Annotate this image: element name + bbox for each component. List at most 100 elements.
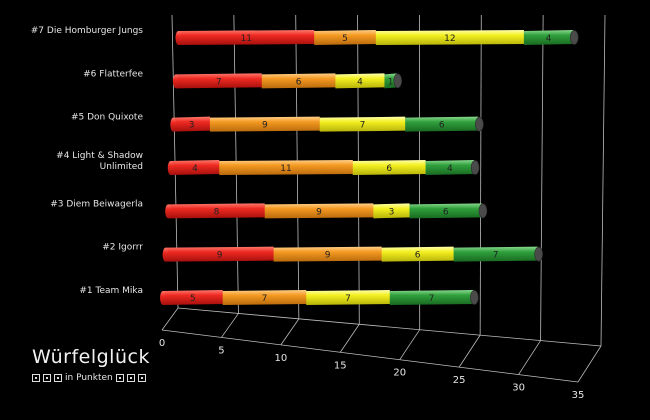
- data-label: 3: [189, 121, 195, 131]
- bar-segment: [264, 203, 375, 219]
- dice-icon: [32, 374, 40, 382]
- floor-grid-line: [577, 345, 602, 383]
- bar-start-cap: [160, 291, 167, 305]
- bar-start-cap: [172, 74, 179, 89]
- x-tick-label: 0: [159, 338, 165, 349]
- bar-segment: [219, 160, 354, 175]
- floor-grid-line: [399, 329, 421, 360]
- bar-segment: [373, 203, 411, 219]
- data-label: 7: [216, 77, 222, 87]
- chart-subtitle-row: in Punkten: [32, 373, 146, 383]
- bar-end-cap: [478, 203, 488, 219]
- data-label: 8: [214, 207, 220, 217]
- category-label: #1 Team Mika: [79, 286, 143, 296]
- bar-segment: [381, 246, 455, 262]
- data-label: 9: [325, 251, 331, 261]
- bar-start-cap: [167, 161, 174, 175]
- x-tick-label: 10: [274, 353, 287, 364]
- data-label: 7: [360, 121, 366, 131]
- bar-segment: [168, 203, 266, 219]
- x-tick-label: 15: [334, 360, 347, 371]
- category-label: #5 Don Quixote: [71, 113, 144, 123]
- x-tick-label: 20: [393, 368, 406, 379]
- chart-subtitle: in Punkten: [65, 373, 113, 383]
- bar-start-cap: [175, 31, 182, 45]
- category-label: #4 Light & Shadow: [56, 151, 143, 161]
- bar-segment: [375, 30, 525, 45]
- category-label: #3 Diem Beiwagerla: [50, 199, 143, 209]
- bar-end-cap: [475, 116, 484, 132]
- bar-segment: [405, 116, 480, 132]
- category-label: Unlimited: [100, 162, 143, 172]
- bar-end-cap: [534, 246, 543, 262]
- bar-segment: [209, 116, 321, 132]
- bar-end-cap: [393, 73, 403, 89]
- bar-start-cap: [165, 204, 172, 219]
- dice-icon: [43, 374, 51, 382]
- grid-line: [540, 14, 544, 341]
- data-label: 6: [386, 164, 392, 174]
- bar-segment: [319, 116, 407, 132]
- x-tick-label: 25: [453, 375, 466, 386]
- data-label: 11: [241, 34, 252, 44]
- data-label: 12: [444, 34, 455, 44]
- x-tick-label: 5: [218, 345, 224, 356]
- category-label: #2 Igorrr: [102, 243, 143, 253]
- dice-icon: [126, 374, 135, 382]
- grid-line: [479, 14, 482, 336]
- bar-segment: [173, 116, 211, 132]
- bar-end-cap: [470, 160, 480, 175]
- bar-segment: [389, 290, 475, 305]
- floor-grid-line: [339, 324, 360, 353]
- data-label: 6: [296, 77, 302, 87]
- bar-segment: [261, 73, 337, 89]
- floor-grid-line: [280, 318, 300, 346]
- data-label: 7: [429, 294, 435, 304]
- floor-grid-line: [458, 334, 481, 368]
- data-label: 5: [190, 294, 196, 304]
- dice-icon: [115, 374, 124, 382]
- data-label: 6: [439, 121, 445, 131]
- bar-segment: [523, 30, 575, 45]
- data-label: 7: [493, 251, 499, 261]
- floor-back-line: [177, 307, 602, 347]
- bar-segment: [425, 160, 476, 175]
- bar-segment: [170, 160, 221, 175]
- bar-start-cap: [162, 247, 169, 262]
- dice-icon: [137, 374, 146, 382]
- x-tick-label: 30: [512, 383, 525, 394]
- grid-line: [600, 14, 606, 347]
- data-label: 11: [280, 164, 291, 174]
- bars-layer: [160, 30, 579, 305]
- data-label: 4: [192, 164, 198, 174]
- bar-segment: [222, 290, 308, 305]
- category-label: #7 Die Homburger Jungs: [31, 26, 144, 36]
- dice-icon: [54, 374, 62, 382]
- floor-grid-line: [518, 340, 541, 375]
- bar-start-cap: [170, 117, 177, 132]
- category-label: #6 Flatterfee: [83, 69, 143, 79]
- bar-segment: [175, 73, 263, 89]
- data-label: 4: [357, 77, 363, 87]
- data-label: 9: [262, 121, 268, 131]
- data-label: 6: [443, 207, 449, 217]
- data-label: 7: [345, 294, 351, 304]
- bar-end-cap: [470, 290, 479, 305]
- data-label: 4: [546, 34, 552, 44]
- bar-segment: [352, 160, 427, 175]
- data-label: 9: [217, 251, 223, 261]
- floor-grid-line: [221, 313, 239, 338]
- data-label: 6: [415, 251, 421, 261]
- bar-segment: [314, 30, 377, 45]
- x-axis-line: [161, 329, 579, 383]
- bar-end-cap: [569, 30, 579, 45]
- data-label: 7: [262, 294, 268, 304]
- bar-segment: [453, 246, 539, 262]
- chart-title: Würfelglück: [32, 346, 150, 368]
- bar-segment: [335, 73, 386, 89]
- bar-segment: [165, 246, 275, 262]
- bar-segment: [273, 246, 383, 262]
- floor-grid-line: [161, 307, 179, 331]
- bar-segment: [409, 203, 483, 219]
